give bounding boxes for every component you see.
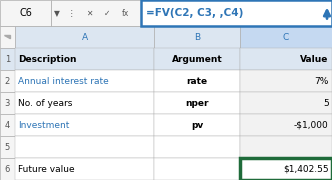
Bar: [51, 0, 141, 26]
Bar: [240, 158, 332, 180]
Text: rate: rate: [187, 76, 208, 86]
Bar: [0, 0, 51, 26]
Bar: [15, 114, 154, 136]
Bar: [154, 136, 240, 158]
Bar: [15, 92, 154, 114]
Text: nper: nper: [186, 99, 209, 107]
Bar: [15, 26, 154, 48]
Bar: [15, 158, 154, 180]
Bar: [240, 92, 332, 114]
Bar: [15, 48, 154, 70]
Text: ✕: ✕: [86, 8, 92, 18]
Text: Future value: Future value: [18, 165, 75, 174]
Text: C: C: [283, 33, 289, 42]
Bar: [154, 70, 240, 92]
Text: fx: fx: [121, 8, 128, 18]
Bar: [154, 92, 240, 114]
Text: ✓: ✓: [104, 8, 110, 18]
Text: No. of years: No. of years: [18, 99, 73, 107]
Text: $1,402.55: $1,402.55: [283, 165, 329, 174]
Text: 5: 5: [323, 99, 329, 107]
Bar: [154, 48, 240, 70]
Bar: [154, 26, 240, 48]
Bar: [0, 48, 15, 70]
Bar: [15, 136, 154, 158]
Bar: [0, 92, 15, 114]
Text: 7%: 7%: [314, 76, 329, 86]
Bar: [240, 26, 332, 48]
Text: Argument: Argument: [172, 55, 223, 64]
Bar: [240, 48, 332, 70]
Text: =FV(C2, C3, ,C4): =FV(C2, C3, ,C4): [146, 8, 243, 18]
Text: 4: 4: [5, 121, 10, 130]
Text: Value: Value: [300, 55, 329, 64]
Bar: [0, 26, 15, 48]
Text: Investment: Investment: [18, 121, 70, 130]
Bar: [240, 70, 332, 92]
Bar: [154, 158, 240, 180]
Bar: [0, 136, 15, 158]
Text: 3: 3: [5, 99, 10, 107]
Text: ▼: ▼: [54, 8, 60, 18]
Text: pv: pv: [191, 121, 204, 130]
Bar: [0, 114, 15, 136]
Text: A: A: [82, 33, 88, 42]
Text: Annual interest rate: Annual interest rate: [18, 76, 109, 86]
Text: 1: 1: [5, 55, 10, 64]
Text: $1,402.55: $1,402.55: [283, 165, 329, 174]
Bar: [141, 0, 332, 26]
Bar: [0, 70, 15, 92]
Bar: [240, 114, 332, 136]
Bar: [0, 158, 15, 180]
Text: B: B: [194, 33, 200, 42]
Text: ⋮: ⋮: [67, 8, 75, 18]
Bar: [240, 136, 332, 158]
Bar: [15, 70, 154, 92]
Text: 6: 6: [5, 165, 10, 174]
Polygon shape: [5, 35, 11, 39]
Text: 5: 5: [5, 143, 10, 152]
Bar: [154, 114, 240, 136]
Text: -$1,000: -$1,000: [294, 121, 329, 130]
Text: C6: C6: [19, 8, 32, 18]
Text: 2: 2: [5, 76, 10, 86]
Text: Description: Description: [18, 55, 77, 64]
Bar: [240, 158, 332, 180]
